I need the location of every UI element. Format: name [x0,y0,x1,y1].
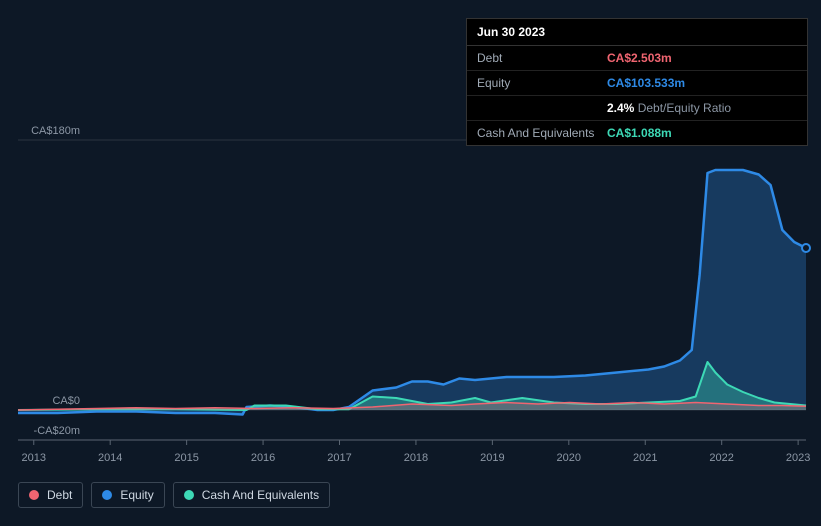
x-axis-label: 2019 [480,452,504,464]
tooltip-row: Cash And EquivalentsCA$1.088m [467,121,807,145]
legend-label: Equity [120,488,153,502]
tooltip-label: Cash And Equivalents [477,126,607,140]
tooltip-value: 2.4% Debt/Equity Ratio [607,101,797,115]
legend-dot-icon [184,490,194,500]
legend-label: Debt [47,488,72,502]
y-axis-label: CA$180m [31,125,80,137]
legend-item-equity[interactable]: Equity [91,482,164,508]
tooltip-value: CA$2.503m [607,51,797,65]
legend-item-cash-and-equivalents[interactable]: Cash And Equivalents [173,482,330,508]
x-axis-label: 2020 [557,452,581,464]
tooltip-row: EquityCA$103.533m [467,71,807,96]
legend-dot-icon [29,490,39,500]
chart-tooltip: Jun 30 2023 DebtCA$2.503mEquityCA$103.53… [466,18,808,146]
y-axis-label: CA$0 [52,395,80,407]
tooltip-value: CA$1.088m [607,126,797,140]
tooltip-date: Jun 30 2023 [467,19,807,46]
x-axis-label: 2021 [633,452,657,464]
tooltip-row: 2.4% Debt/Equity Ratio [467,96,807,121]
x-axis-label: 2022 [709,452,733,464]
tooltip-label [477,101,607,115]
tooltip-value: CA$103.533m [607,76,797,90]
legend-label: Cash And Equivalents [202,488,319,502]
x-axis-label: 2015 [174,452,198,464]
tooltip-label: Debt [477,51,607,65]
x-axis-label: 2017 [327,452,351,464]
chart-legend: Debt Equity Cash And Equivalents [18,482,330,508]
x-axis-label: 2013 [22,452,46,464]
legend-item-debt[interactable]: Debt [18,482,83,508]
x-axis-label: 2014 [98,452,122,464]
x-axis-label: 2023 [786,452,810,464]
tooltip-row: DebtCA$2.503m [467,46,807,71]
x-axis-label: 2016 [251,452,275,464]
x-axis-label: 2018 [404,452,428,464]
legend-dot-icon [102,490,112,500]
y-axis-label: -CA$20m [34,425,80,437]
tooltip-label: Equity [477,76,607,90]
